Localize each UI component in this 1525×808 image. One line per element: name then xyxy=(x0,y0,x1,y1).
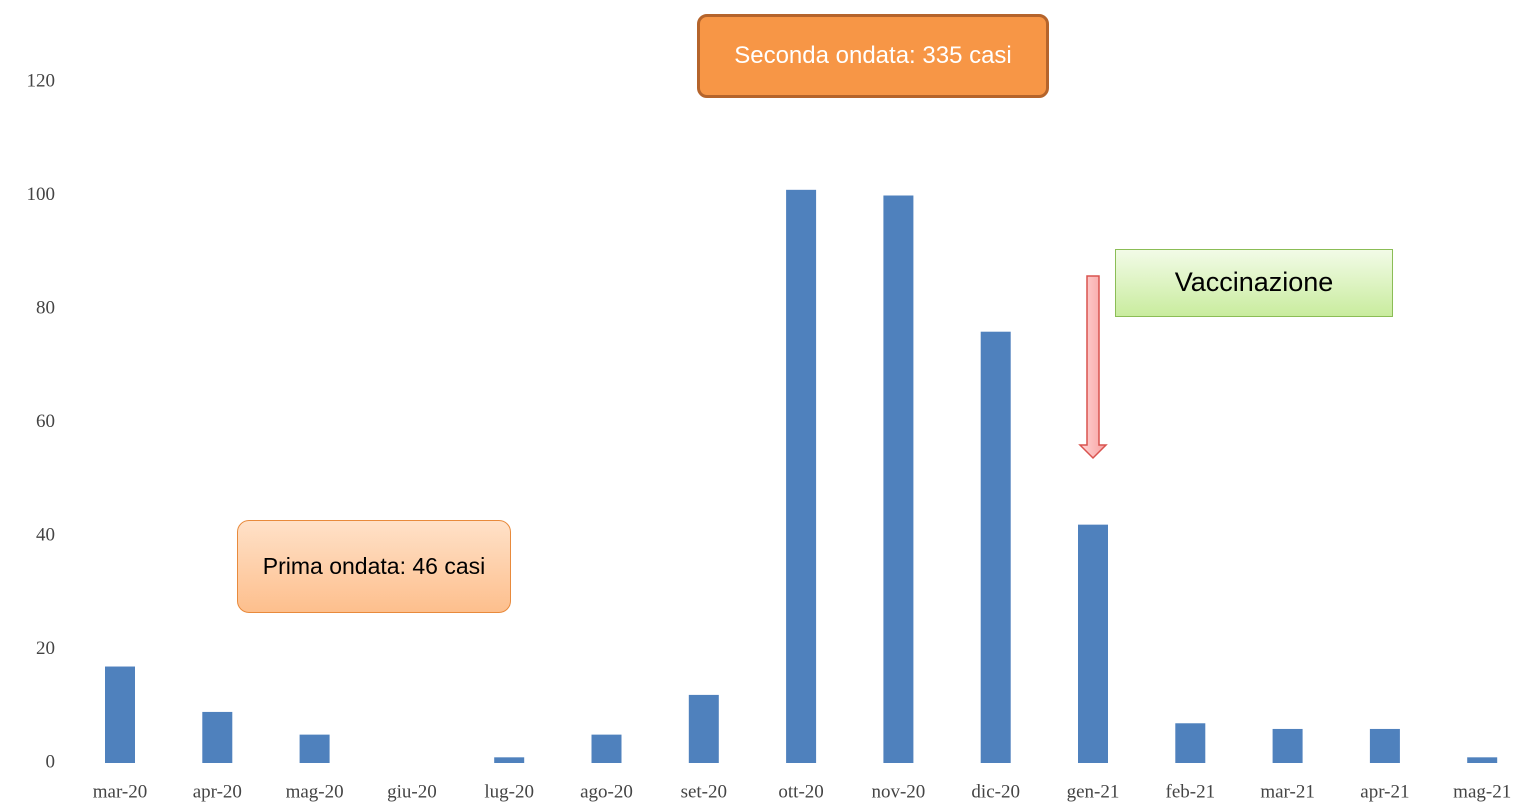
x-tick-label: mar-21 xyxy=(1260,781,1315,802)
x-tick-label: mag-20 xyxy=(286,781,344,802)
bar xyxy=(980,331,1011,763)
bar xyxy=(1467,757,1498,763)
bar xyxy=(1369,728,1400,763)
x-tick-label: lug-20 xyxy=(484,781,534,802)
bar xyxy=(202,711,233,763)
bar xyxy=(1078,524,1108,763)
x-tick-label: set-20 xyxy=(681,781,727,802)
y-tick-label: 80 xyxy=(36,297,55,318)
x-tick-label: mag-21 xyxy=(1453,781,1511,802)
x-tick-label: gen-21 xyxy=(1067,781,1120,802)
bar xyxy=(883,195,914,763)
bar xyxy=(105,666,135,763)
bar xyxy=(786,189,817,763)
bar xyxy=(1175,723,1206,763)
bar xyxy=(494,757,525,763)
bar xyxy=(688,694,719,763)
annotation: Prima ondata: 46 casi xyxy=(237,520,511,613)
y-tick-label: 100 xyxy=(27,184,56,205)
x-tick-label: dic-20 xyxy=(971,781,1020,802)
x-tick-label: ott-20 xyxy=(778,781,823,802)
x-tick-label: apr-20 xyxy=(193,781,242,802)
bar xyxy=(1272,728,1303,763)
x-tick-label: feb-21 xyxy=(1166,781,1216,802)
x-tick-label: ago-20 xyxy=(580,781,633,802)
annotation: Seconda ondata: 335 casi xyxy=(697,14,1049,98)
annotation: Vaccinazione xyxy=(1115,249,1393,317)
bar xyxy=(591,734,622,763)
x-tick-label: mar-20 xyxy=(93,781,148,802)
y-tick-label: 60 xyxy=(36,411,55,432)
y-tick-label: 120 xyxy=(27,70,56,91)
arrow xyxy=(1078,275,1108,460)
x-tick-label: nov-20 xyxy=(871,781,925,802)
x-tick-label: giu-20 xyxy=(387,781,437,802)
y-tick-label: 0 xyxy=(46,751,56,772)
y-tick-label: 40 xyxy=(36,524,55,545)
x-tick-label: apr-21 xyxy=(1360,781,1409,802)
y-tick-label: 20 xyxy=(36,638,55,659)
bar xyxy=(299,734,330,763)
